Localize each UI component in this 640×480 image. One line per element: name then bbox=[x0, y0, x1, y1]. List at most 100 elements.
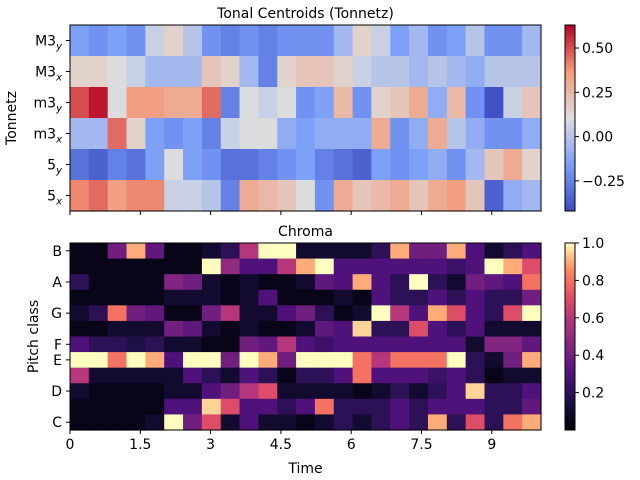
colorbar-tick-label: 0.8 bbox=[582, 273, 604, 289]
colorbar-tick-label: 0.50 bbox=[582, 41, 613, 57]
heatmap-cell bbox=[164, 25, 184, 57]
heatmap-cell bbox=[371, 383, 391, 400]
y-tick-label: C bbox=[52, 415, 62, 431]
colorbar-segment bbox=[565, 204, 575, 209]
colorbar-segment bbox=[565, 77, 575, 82]
heatmap-cell bbox=[522, 336, 542, 353]
heatmap-cell bbox=[371, 398, 391, 416]
heatmap-cell bbox=[220, 352, 241, 369]
heatmap-cell bbox=[465, 56, 486, 88]
heatmap-cell bbox=[183, 87, 203, 119]
heatmap-cell bbox=[503, 289, 523, 306]
colorbar-segment bbox=[565, 405, 575, 409]
heatmap-cell bbox=[352, 274, 373, 291]
heatmap-cell bbox=[258, 243, 278, 260]
heatmap-cell bbox=[145, 398, 165, 416]
heatmap-cell bbox=[390, 398, 410, 416]
heatmap-cell bbox=[371, 180, 391, 212]
y-tick-label: A bbox=[52, 275, 62, 291]
heatmap-cell bbox=[239, 336, 259, 353]
heatmap-cell bbox=[409, 383, 429, 400]
heatmap-cell bbox=[258, 367, 278, 384]
colorbar-segment bbox=[565, 361, 575, 366]
colorbar-segment bbox=[565, 118, 575, 122]
heatmap-cell bbox=[314, 258, 335, 275]
heatmap-cell bbox=[220, 383, 241, 400]
colorbar-segment bbox=[565, 308, 575, 313]
heatmap-cell bbox=[465, 336, 486, 353]
heatmap-cell bbox=[352, 25, 373, 57]
heatmap-cell bbox=[314, 118, 335, 150]
colorbar-segment bbox=[565, 139, 575, 144]
heatmap-cell bbox=[126, 336, 146, 353]
heatmap-cell bbox=[183, 25, 203, 57]
heatmap-cell bbox=[277, 383, 297, 400]
heatmap-cell bbox=[126, 149, 146, 181]
colorbar-segment bbox=[565, 380, 575, 384]
heatmap-cell bbox=[484, 180, 504, 212]
colorbar-segment bbox=[565, 258, 575, 263]
heatmap-cell bbox=[277, 87, 297, 119]
heatmap-cell bbox=[277, 320, 297, 338]
heatmap-cell bbox=[239, 383, 259, 400]
heatmap-cell bbox=[258, 289, 278, 306]
heatmap-cell bbox=[183, 56, 203, 88]
heatmap-cell bbox=[296, 398, 316, 416]
heatmap-cell bbox=[352, 320, 373, 338]
heatmap-cell bbox=[107, 289, 128, 306]
heatmap-cell bbox=[258, 118, 278, 150]
heatmap-cell bbox=[522, 305, 542, 322]
colorbar-segment bbox=[565, 386, 575, 390]
heatmap-cell bbox=[522, 25, 542, 57]
heatmap-cell bbox=[258, 383, 278, 400]
heatmap-cell bbox=[333, 243, 354, 260]
heatmap-cell bbox=[258, 56, 278, 88]
heatmap-cell bbox=[446, 367, 467, 384]
heatmap-cell bbox=[427, 25, 448, 57]
heatmap-cell bbox=[277, 56, 297, 88]
colorbar-segment bbox=[565, 52, 575, 57]
heatmap-cell bbox=[164, 352, 184, 369]
x-tick-label: 4.5 bbox=[270, 437, 292, 453]
heatmap-cell bbox=[296, 367, 316, 384]
colorbar-segment bbox=[565, 398, 575, 403]
heatmap-cell bbox=[427, 305, 448, 322]
colorbar-segment bbox=[565, 111, 575, 116]
heatmap-cell bbox=[427, 352, 448, 369]
y-tick-label: F bbox=[54, 337, 62, 353]
heatmap-cell bbox=[371, 118, 391, 150]
heatmap-cell bbox=[145, 383, 165, 400]
heatmap-cell bbox=[390, 243, 410, 260]
heatmap-cell bbox=[409, 118, 429, 150]
colorbar-segment bbox=[565, 71, 575, 76]
heatmap-cell bbox=[427, 398, 448, 416]
heatmap-cell bbox=[220, 414, 241, 431]
heatmap-cell bbox=[183, 118, 203, 150]
colorbar-segment bbox=[565, 289, 575, 294]
heatmap-cell bbox=[145, 243, 165, 260]
heatmap-cell bbox=[465, 289, 486, 306]
heatmap-cell bbox=[314, 367, 335, 384]
heatmap-cell bbox=[70, 398, 90, 416]
heatmap-cell bbox=[239, 25, 259, 57]
heatmap-cell bbox=[390, 180, 410, 212]
heatmap-cell bbox=[88, 56, 109, 88]
heatmap-cell bbox=[88, 305, 109, 322]
heatmap-cell bbox=[314, 274, 335, 291]
colorbar-segment bbox=[565, 339, 575, 344]
heatmap-cell bbox=[107, 336, 128, 353]
y-tick-label-base: M3 bbox=[35, 34, 56, 50]
colorbar-segment bbox=[565, 295, 575, 300]
colorbar-segment bbox=[565, 261, 575, 266]
colorbar-segment bbox=[565, 299, 575, 303]
colorbar-segment bbox=[565, 417, 575, 422]
heatmap-cell bbox=[352, 383, 373, 400]
colorbar-segment bbox=[565, 164, 575, 169]
y-tick-label-sub: x bbox=[55, 197, 62, 208]
heatmap-cell bbox=[503, 305, 523, 322]
heatmap-cell bbox=[371, 274, 391, 291]
colorbar-segment bbox=[565, 420, 575, 425]
heatmap-cell bbox=[333, 367, 354, 384]
heatmap-cell bbox=[484, 320, 504, 338]
colorbar-segment bbox=[565, 189, 575, 193]
